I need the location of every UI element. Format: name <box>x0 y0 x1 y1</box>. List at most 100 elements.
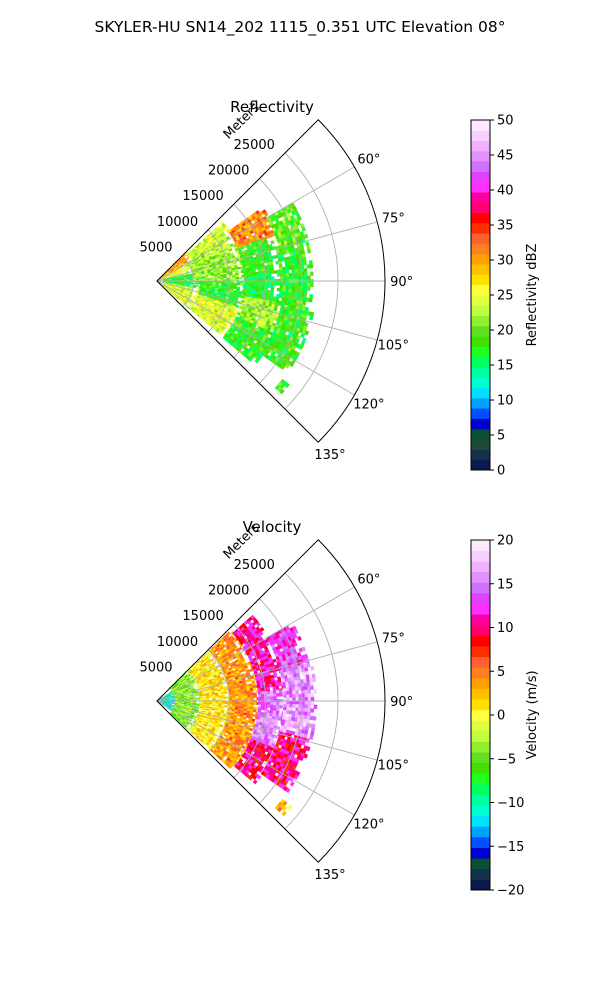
reflectivity-echo-cell <box>229 275 233 278</box>
reflectivity-colorbar-swatch <box>471 397 490 409</box>
velocity-echo-cell <box>260 691 265 695</box>
velocity-echo-cell <box>258 701 262 705</box>
reflectivity-echo-cell <box>243 277 248 281</box>
velocity-echo-cell <box>244 695 248 699</box>
reflectivity-echo-cell <box>288 282 293 287</box>
figure-title: SKYLER-HU SN14_202 1115_0.351 UTC Elevat… <box>95 18 506 37</box>
velocity-echo-cell <box>186 701 191 704</box>
reflectivity-colorbar-swatch <box>471 264 490 275</box>
velocity-echo-cell <box>189 722 193 726</box>
reflectivity-echo-cell <box>279 276 284 280</box>
reflectivity-echo-cell <box>282 273 287 277</box>
reflectivity-colorbar-tick-label: 45 <box>497 149 514 164</box>
velocity-echo-cell <box>168 698 173 701</box>
reflectivity-echo-cell <box>273 270 278 274</box>
velocity-echo-cell <box>244 701 248 705</box>
reflectivity-echo-cell <box>288 276 293 280</box>
velocity-echo-cell <box>276 702 280 706</box>
velocity-echo-cell <box>171 699 176 701</box>
reflectivity-colorbar-swatch <box>471 346 490 358</box>
reflectivity-echo-cell <box>249 274 254 278</box>
reflectivity-echo-cell <box>267 284 272 289</box>
velocity-echo-cell <box>192 715 197 718</box>
velocity-echo-cell <box>196 698 200 700</box>
reflectivity-colorbar-swatch <box>471 356 490 368</box>
reflectivity-echo-cell <box>252 284 257 288</box>
velocity-echo-cell <box>279 705 283 709</box>
reflectivity-echo-cell <box>214 289 219 292</box>
velocity-echo-cell <box>247 678 252 683</box>
reflectivity-echo-cell <box>285 266 289 271</box>
velocity-echo-cell <box>247 702 251 705</box>
velocity-echo-cell <box>215 695 219 698</box>
reflectivity-range-tick-label: 5000 <box>139 240 172 255</box>
reflectivity-echo-cell <box>180 279 185 281</box>
reflectivity-echo-cell <box>267 276 272 280</box>
reflectivity-echo-cell <box>238 294 242 298</box>
reflectivity-echo-cell <box>294 289 299 294</box>
reflectivity-echo-cell <box>217 331 222 336</box>
velocity-echo-cell <box>180 702 185 705</box>
reflectivity-echo-cell <box>252 276 257 280</box>
reflectivity-echo-cell <box>267 282 272 286</box>
reflectivity-echo-cell <box>301 226 306 232</box>
velocity-echo-cell <box>275 690 280 694</box>
reflectivity-echo-cell <box>192 281 197 283</box>
reflectivity-colorbar-tick-label: 0 <box>497 464 505 479</box>
reflectivity-colorbar-tick-label: 20 <box>497 324 514 339</box>
reflectivity-echo-cell <box>309 263 314 269</box>
velocity-echo-cell <box>235 701 239 705</box>
reflectivity-colorbar-label: Reflectivity dBZ <box>525 244 540 347</box>
reflectivity-echo-cell <box>255 286 260 290</box>
reflectivity-echo-cell <box>297 268 302 273</box>
reflectivity-colorbar-tick-label: 35 <box>497 219 514 234</box>
reflectivity-colorbar-tick-label: 10 <box>497 394 514 409</box>
reflectivity-colorbar-swatch <box>471 212 490 224</box>
velocity-echo-cell <box>168 701 173 703</box>
reflectivity-echo-cell <box>224 326 230 331</box>
velocity-echo-cell <box>212 660 217 665</box>
velocity-echo-cell <box>250 706 254 710</box>
reflectivity-echo-cell <box>263 211 269 217</box>
reflectivity-echo-cell <box>303 286 308 291</box>
reflectivity-colorbar-swatch <box>471 202 490 214</box>
reflectivity-colorbar-swatch <box>471 171 490 183</box>
velocity-echo-cell <box>250 695 254 698</box>
velocity-echo-cell <box>217 692 222 695</box>
reflectivity-echo-cell <box>297 275 302 280</box>
reflectivity-echo-cell <box>270 282 275 286</box>
velocity-echo-cell <box>250 692 254 696</box>
reflectivity-echo-cell <box>183 283 188 286</box>
reflectivity-echo-cell <box>291 269 296 274</box>
reflectivity-echo-cell <box>304 275 308 280</box>
reflectivity-colorbar-swatch <box>471 253 490 265</box>
reflectivity-echo-field <box>158 202 315 395</box>
reflectivity-echo-cell <box>278 264 283 268</box>
reflectivity-echo-cell <box>258 271 263 275</box>
velocity-echo-cell <box>250 702 254 705</box>
velocity-echo-cell <box>199 708 203 711</box>
velocity-echo-cell <box>211 692 216 696</box>
reflectivity-echo-cell <box>270 240 275 245</box>
reflectivity-echo-cell <box>270 284 275 289</box>
velocity-echo-cell <box>215 698 219 701</box>
velocity-echo-cell <box>252 713 257 718</box>
reflectivity-echo-cell <box>183 278 188 280</box>
reflectivity-azimuth-tick-label: 90° <box>390 275 413 290</box>
reflectivity-echo-cell <box>288 272 293 277</box>
velocity-echo-cell <box>195 704 200 706</box>
reflectivity-colorbar-swatch <box>471 233 490 244</box>
reflectivity-echo-cell <box>258 284 263 288</box>
velocity-echo-cell <box>221 698 225 701</box>
velocity-echo-cell <box>202 708 207 711</box>
reflectivity-echo-region <box>275 238 314 309</box>
reflectivity-echo-cell <box>184 251 188 256</box>
velocity-echo-cell <box>270 702 274 706</box>
velocity-echo-cell <box>217 728 222 733</box>
reflectivity-echo-cell <box>261 273 266 278</box>
velocity-echo-cell <box>253 694 257 698</box>
reflectivity-echo-cell <box>285 272 290 277</box>
reflectivity-echo-cell <box>294 268 299 274</box>
velocity-echo-cell <box>247 697 251 701</box>
